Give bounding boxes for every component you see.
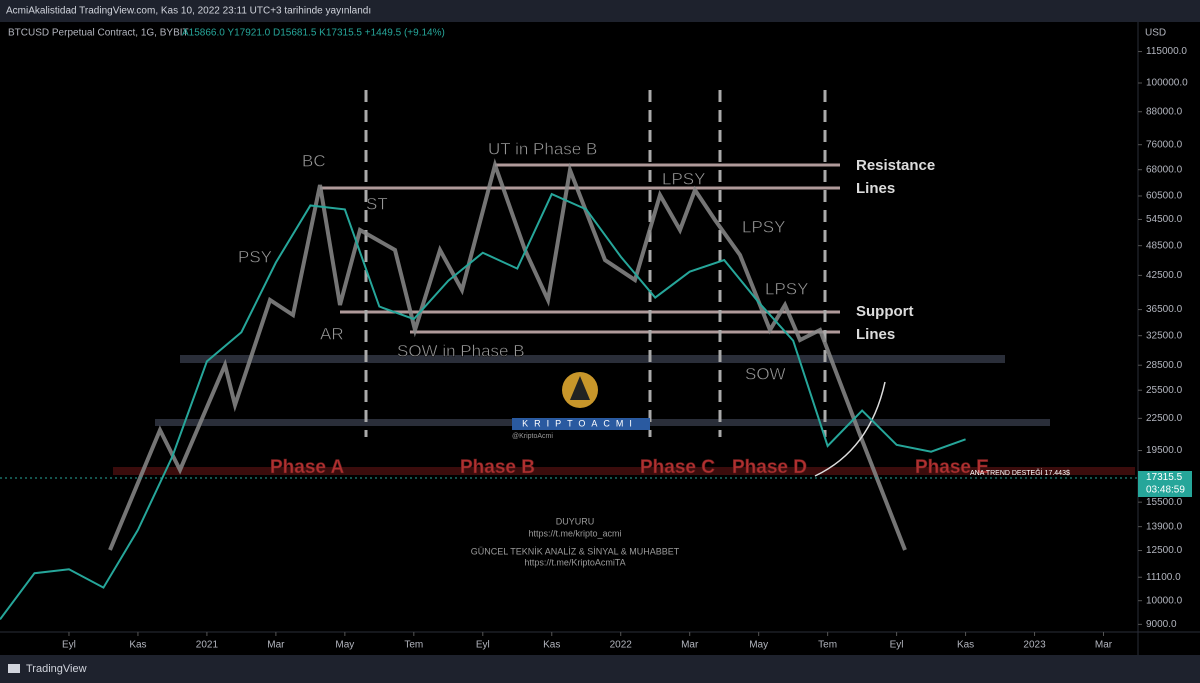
curve xyxy=(814,381,886,477)
y-tick-label: 68000.0 xyxy=(1146,164,1183,175)
brand: TradingView xyxy=(26,663,87,675)
y-tick-label: 36500.0 xyxy=(1146,304,1183,315)
x-tick-label: Mar xyxy=(681,640,699,651)
y-tick-label: 28500.0 xyxy=(1146,360,1183,371)
x-tick-label: 2022 xyxy=(610,640,633,651)
link: https://t.me/KriptoAcmiTA xyxy=(524,557,625,567)
y-tick-label: 32500.0 xyxy=(1146,330,1183,341)
x-tick-label: Eyl xyxy=(62,640,76,651)
annotation: LPSY xyxy=(742,217,785,236)
annotation: ST xyxy=(366,194,388,213)
phase-label: Phase D xyxy=(732,457,807,478)
plot xyxy=(0,192,966,621)
annotation: Lines xyxy=(856,326,895,343)
x-tick-label: Tem xyxy=(404,640,423,651)
link: https://t.me/kripto_acmi xyxy=(528,528,621,538)
countdown: 03:48:59 xyxy=(1146,485,1185,496)
y-tick-label: 54500.0 xyxy=(1146,214,1183,225)
annotation: PSY xyxy=(238,247,272,266)
annotation: Support xyxy=(856,303,914,320)
x-tick-label: Eyl xyxy=(476,640,490,651)
price-line xyxy=(0,192,966,621)
y-tick-label: 88000.0 xyxy=(1146,106,1183,117)
annotation: LPSY xyxy=(765,279,808,298)
x-tick-label: Mar xyxy=(267,640,285,651)
y-tick-label: 25500.0 xyxy=(1146,385,1183,396)
x-tick-label: May xyxy=(335,640,354,651)
y-tick-label: 10000.0 xyxy=(1146,595,1183,606)
watermark-name: KRIPTOACMI xyxy=(522,418,638,428)
y-tick-label: 13900.0 xyxy=(1146,521,1183,532)
tagline: GÜNCEL TEKNİK ANALİZ & SİNYAL & MUHABBET xyxy=(471,546,680,556)
annotation: BC xyxy=(302,151,326,170)
x-tick-label: Eyl xyxy=(890,640,904,651)
annotation: AR xyxy=(320,324,344,343)
x-tick-label: 2023 xyxy=(1023,640,1046,651)
annotation: Resistance xyxy=(856,157,935,174)
y-tick-label: 48500.0 xyxy=(1146,240,1183,251)
logo xyxy=(570,376,590,400)
x-tick-label: Kas xyxy=(129,640,146,651)
band xyxy=(180,355,1005,363)
symbol: BTCUSD Perpetual Contract, 1G, BYBIT xyxy=(8,28,189,39)
y-tick-label: 42500.0 xyxy=(1146,270,1183,281)
x-tick-label: Kas xyxy=(543,640,560,651)
currency: USD xyxy=(1145,28,1166,39)
annotations: BC PSY AR ST UT in Phase B LPSY LPSY LPS… xyxy=(238,139,1070,478)
x-tick-label: 2021 xyxy=(196,640,219,651)
y-tick-label: 76000.0 xyxy=(1146,139,1183,150)
x-tick-label: May xyxy=(749,640,768,651)
annotation: LPSY xyxy=(662,169,705,188)
y-tick-label: 115000.0 xyxy=(1146,46,1187,57)
phase-label: Phase B xyxy=(460,457,535,478)
footer xyxy=(0,655,1200,683)
annotation: Lines xyxy=(856,180,895,197)
watermark-handle: @KriptoAcmi xyxy=(512,433,553,440)
phase-label: Phase C xyxy=(640,457,715,478)
y-tick-label: 19500.0 xyxy=(1146,445,1183,456)
annotation: SOW in Phase B xyxy=(397,341,525,360)
band xyxy=(113,467,1135,475)
phase-label: Phase A xyxy=(270,457,345,478)
watermark: KRIPTOACMI @KriptoAcmi DUYURU https://t.… xyxy=(471,372,680,567)
y-tick-label: 22500.0 xyxy=(1146,413,1183,424)
price-tag xyxy=(1138,471,1192,497)
x-tick-label: Kas xyxy=(957,640,974,651)
logo-bar xyxy=(512,418,650,430)
x-tick-label: Mar xyxy=(1095,640,1113,651)
annotation: ANA TREND DESTEĞİ 17.443$ xyxy=(970,468,1070,477)
x-tick-label: Tem xyxy=(818,640,837,651)
y-tick-label: 60500.0 xyxy=(1146,191,1183,202)
y-tick-label: 9000.0 xyxy=(1146,619,1177,630)
published: AcmiAkalistidad TradingView.com, Kas 10,… xyxy=(6,6,371,17)
ohlc: A15866.0 Y17921.0 D15681.5 K17315.5 +144… xyxy=(182,28,445,39)
y-tick-label: 100000.0 xyxy=(1146,78,1188,89)
annotation: UT in Phase B xyxy=(488,139,597,158)
y-tick-label: 12500.0 xyxy=(1146,545,1183,556)
notice: DUYURU xyxy=(556,516,595,526)
phase-label: Phase E xyxy=(915,457,989,478)
y-tick-label: 15500.0 xyxy=(1146,497,1183,508)
header-bar xyxy=(0,0,1200,22)
annotation: SOW xyxy=(745,364,786,383)
brand-logo xyxy=(8,664,20,673)
y-tick-label: 11100.0 xyxy=(1146,572,1181,583)
last-price: 17315.5 xyxy=(1146,472,1183,483)
